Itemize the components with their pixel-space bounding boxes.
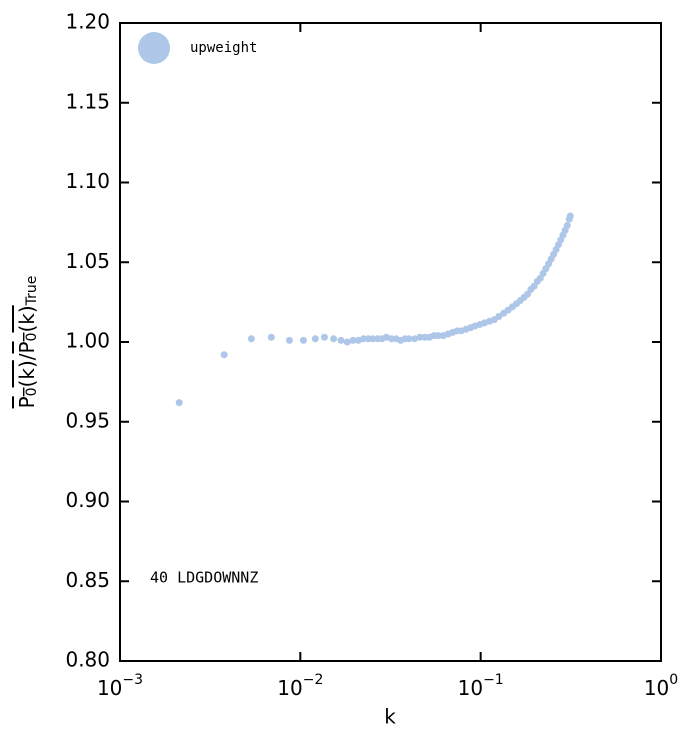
point bbox=[566, 212, 574, 220]
point bbox=[175, 399, 183, 407]
x-tick-exponent: −2 bbox=[303, 672, 324, 688]
x-tick-label: 10−3 bbox=[97, 672, 143, 700]
point bbox=[434, 332, 442, 340]
y-label-part: P bbox=[15, 341, 39, 353]
y-tick-label: 1.05 bbox=[65, 249, 110, 273]
y-label-part: (k) bbox=[15, 305, 39, 332]
x-tick-label: 100 bbox=[644, 672, 678, 700]
legend-marker bbox=[138, 32, 170, 64]
y-axis-label: P0(k)/P0(k)True bbox=[15, 276, 41, 409]
x-axis-label: k bbox=[384, 705, 396, 729]
y-label-part: True bbox=[24, 276, 40, 307]
y-tick-label: 0.95 bbox=[65, 408, 110, 432]
point bbox=[247, 335, 255, 343]
y-tick-label: 1.10 bbox=[65, 169, 110, 193]
y-tick-label: 1.00 bbox=[65, 329, 110, 353]
point bbox=[337, 336, 345, 344]
point bbox=[311, 335, 319, 343]
x-tick-exponent: −1 bbox=[483, 672, 504, 688]
x-tick-exponent: 0 bbox=[669, 672, 678, 688]
point bbox=[343, 338, 351, 346]
point bbox=[299, 336, 307, 344]
x-tick-label: 10−2 bbox=[277, 672, 323, 700]
point bbox=[563, 222, 571, 230]
legend-label: upweight bbox=[190, 40, 257, 56]
y-label-part: (k) bbox=[15, 360, 39, 387]
point bbox=[369, 335, 377, 343]
point bbox=[267, 333, 275, 341]
y-tick-label: 0.85 bbox=[65, 568, 110, 592]
x-tick-base: 10 bbox=[644, 676, 669, 700]
y-label-part: 0 bbox=[24, 333, 40, 342]
point bbox=[416, 333, 424, 341]
point bbox=[405, 335, 413, 343]
y-label-part: 0 bbox=[24, 387, 40, 396]
point bbox=[349, 336, 357, 344]
x-tick-base: 10 bbox=[458, 676, 483, 700]
x-tick-base: 10 bbox=[97, 676, 122, 700]
x-tick-base: 10 bbox=[277, 676, 302, 700]
y-tick-label: 1.20 bbox=[65, 10, 110, 34]
y-label-part: / bbox=[15, 353, 39, 360]
x-tick-exponent: −3 bbox=[122, 672, 143, 688]
point bbox=[330, 335, 338, 343]
point bbox=[220, 351, 228, 359]
annotation: 40 LDGDOWNNZ bbox=[150, 569, 258, 587]
plot-frame bbox=[119, 22, 662, 662]
x-tick-label: 10−1 bbox=[458, 672, 504, 700]
point bbox=[411, 335, 419, 343]
point bbox=[320, 333, 328, 341]
y-tick-label: 1.15 bbox=[65, 89, 110, 113]
y-tick-label: 0.90 bbox=[65, 488, 110, 512]
point bbox=[285, 336, 293, 344]
y-label-part: P bbox=[15, 396, 39, 408]
y-tick-label: 0.80 bbox=[65, 648, 110, 672]
